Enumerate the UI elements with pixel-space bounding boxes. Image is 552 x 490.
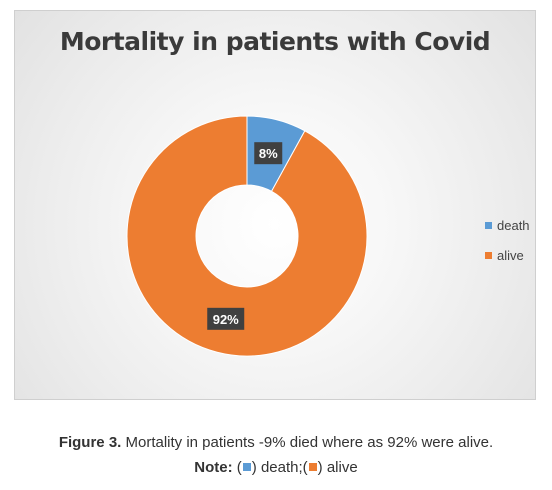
- legend-item-alive: alive: [485, 244, 530, 266]
- legend-item-death: death: [485, 214, 530, 236]
- legend: death alive: [485, 214, 530, 274]
- data-label-alive: 92%: [207, 307, 245, 330]
- chart-frame: Mortality in patients with Covid 8% 92% d…: [14, 10, 536, 400]
- chart-title: Mortality in patients with Covid: [59, 27, 491, 56]
- legend-label-alive: alive: [497, 247, 524, 263]
- figure-note: Note: () death;() alive: [0, 459, 552, 476]
- figure-caption: Figure 3. Mortality in patients -9% died…: [0, 434, 552, 451]
- note-swatch-alive: [308, 463, 317, 471]
- legend-swatch-death: [485, 221, 492, 229]
- slice-alive: [126, 115, 368, 357]
- caption-text: Mortality in patients -9% died where as …: [121, 434, 494, 451]
- data-label-box-death: [254, 142, 283, 165]
- note-label: Note:: [194, 459, 233, 476]
- note-alive-label: ) alive: [317, 459, 358, 476]
- note-open-paren-1: (: [236, 459, 242, 476]
- data-label-death: 8%: [254, 142, 283, 165]
- data-label-text-death: 8%: [259, 146, 278, 161]
- legend-swatch-alive: [485, 251, 492, 259]
- legend-label-death: death: [497, 217, 530, 233]
- note-open-paren-2: (: [302, 459, 308, 476]
- data-label-text-alive: 92%: [213, 312, 239, 327]
- donut-chart: 8% 92%: [126, 115, 368, 357]
- figure-label: Figure 3.: [58, 434, 122, 451]
- note-death-label: ) death;: [251, 459, 303, 476]
- note-swatch-death: [242, 463, 251, 471]
- data-label-box-alive: [207, 307, 245, 330]
